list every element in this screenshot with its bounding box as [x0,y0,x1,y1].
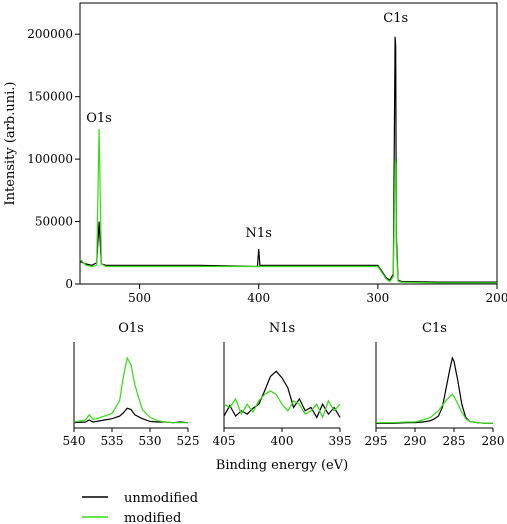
inset-series-o1s-modified [73,356,188,424]
inset-x-tick-label-n1s-405: 405 [213,434,236,448]
peak-label-n1s: N1s [246,226,272,241]
main-plot-frame [79,2,498,285]
inset-series-c1s-modified [376,393,493,424]
inset-x-tick-label-o1s-530: 530 [139,434,162,448]
y-tick-label-200000: 200000 [27,27,73,41]
series-line-unmodified [79,36,497,283]
inset-chart-c1s: C1s 295 290 285 280 [365,321,505,448]
inset-chart-o1s: O1s 540 535 530 525 [63,321,200,448]
inset-series-n1s-modified [223,390,341,420]
peak-label-o1s: O1s [86,111,112,126]
legend-label-unmodified: unmodified [124,491,198,506]
x-tick-label-500: 500 [128,291,151,305]
inset-x-tick-label-c1s-295: 295 [365,434,388,448]
inset-series-n1s-unmodified [223,370,341,419]
inset-x-tick-label-o1s-540: 540 [63,434,86,448]
shared-x-axis-label: Binding energy (eV) [216,458,348,473]
y-tick-label-0: 0 [65,277,73,291]
inset-series-o1s-unmodified [73,407,189,424]
y-tick-label-50000: 50000 [35,215,73,229]
inset-title-n1s: N1s [269,321,295,336]
y-tick-label-150000: 150000 [27,90,73,104]
inset-title-c1s: C1s [422,321,447,336]
inset-x-tick-label-n1s-395: 395 [329,434,352,448]
inset-x-tick-label-o1s-535: 535 [101,434,124,448]
x-tick-label-200: 200 [486,291,507,305]
y-tick-label-100000: 100000 [27,152,73,166]
inset-x-tick-label-c1s-285: 285 [443,434,466,448]
legend-label-modified: modified [124,511,181,524]
x-tick-label-400: 400 [247,291,270,305]
inset-x-tick-label-n1s-400: 400 [271,434,294,448]
survey-spectrum-chart: 0 50000 100000 150000 200000 500 400 300 200 Inte… [3,2,507,305]
y-axis-label: Intensity (arb.uni.) [3,82,18,206]
inset-x-tick-label-o1s-525: 525 [177,434,200,448]
peak-label-c1s: C1s [383,11,408,26]
legend: unmodified modified [82,491,198,524]
inset-x-tick-label-c1s-280: 280 [482,434,505,448]
inset-chart-n1s: N1s 405 400 395 [213,321,352,448]
inset-title-o1s: O1s [118,321,144,336]
inset-x-tick-label-c1s-290: 290 [404,434,427,448]
series-line-modified [79,129,497,284]
x-tick-label-300: 300 [366,291,389,305]
